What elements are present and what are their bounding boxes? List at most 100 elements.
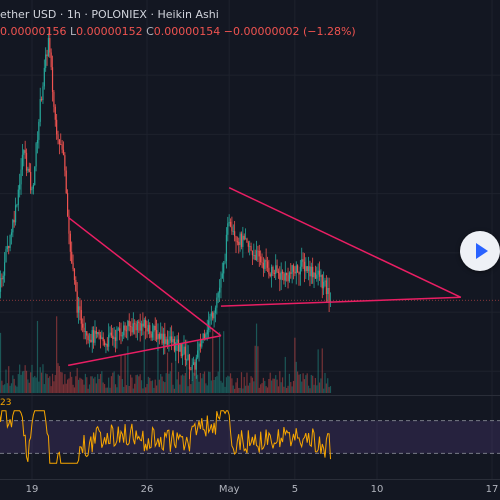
volume-bar xyxy=(302,373,304,393)
volume-bar xyxy=(10,383,13,393)
volume-bar xyxy=(290,382,292,393)
play-button[interactable] xyxy=(460,231,500,271)
volume-bar xyxy=(172,384,174,393)
volume-bar xyxy=(1,380,3,393)
candle-body xyxy=(69,233,71,252)
candle-body xyxy=(310,266,312,277)
volume-bar xyxy=(303,379,306,393)
volume-bar xyxy=(242,388,244,393)
volume-bar xyxy=(176,379,178,393)
chart-style[interactable]: Heikin Ashi xyxy=(157,8,219,21)
candle-body xyxy=(88,339,91,341)
volume-bar xyxy=(56,316,58,393)
volume-bar xyxy=(301,381,303,393)
candle-body xyxy=(13,219,15,223)
volume-bar xyxy=(162,381,165,393)
volume-bar xyxy=(121,379,123,393)
candle-body xyxy=(218,287,221,293)
volume-bar xyxy=(19,364,21,393)
interval[interactable]: 1h xyxy=(66,8,81,21)
candle-body xyxy=(54,106,56,120)
candle-body xyxy=(121,335,123,337)
candle-body xyxy=(301,259,303,267)
volume-bar xyxy=(288,373,291,393)
candle-body xyxy=(286,272,288,276)
candle-body xyxy=(145,319,147,329)
volume-bar xyxy=(76,368,78,393)
volume-bar xyxy=(39,367,41,393)
x-tick-label: 26 xyxy=(140,484,154,495)
close-value: 0.00000154 xyxy=(153,25,221,38)
volume-bar xyxy=(150,381,152,393)
candle-body xyxy=(120,332,122,337)
trendlines[interactable] xyxy=(67,187,462,367)
candle-body xyxy=(138,321,140,323)
volume-bar xyxy=(229,373,232,393)
candle-body xyxy=(20,169,22,185)
volume-bar xyxy=(299,374,301,393)
trendline-triangle-1-upper[interactable] xyxy=(67,216,222,337)
candle-body xyxy=(21,154,24,170)
candle-body xyxy=(86,331,88,336)
candle-body xyxy=(287,275,289,282)
volume-bar xyxy=(291,386,293,393)
trendline-triangle-2-lower[interactable] xyxy=(220,296,461,307)
volume-bar xyxy=(249,382,251,393)
volume-bar xyxy=(277,386,280,393)
candle-body xyxy=(266,261,269,268)
symbol-name[interactable]: ether USD xyxy=(0,8,57,21)
candle-body xyxy=(75,280,77,292)
candle-body xyxy=(273,272,275,274)
volume-bar xyxy=(153,387,155,393)
volume-bar xyxy=(105,387,107,393)
candle-body xyxy=(40,99,43,101)
volume-bar xyxy=(258,387,260,393)
volume-bar xyxy=(36,320,39,393)
volume-bar xyxy=(177,371,180,393)
volume-bar xyxy=(93,378,95,393)
volume-bar xyxy=(14,385,17,393)
x-tick-label: 19 xyxy=(25,484,39,495)
candle-body xyxy=(110,332,113,336)
candle-body xyxy=(16,204,18,206)
candle-body xyxy=(32,184,34,189)
volume-bar xyxy=(287,385,289,393)
low-label: L xyxy=(69,25,77,38)
volume-bar xyxy=(155,385,158,393)
volume-bar xyxy=(171,362,173,393)
candle-body xyxy=(275,265,277,274)
candle-body xyxy=(220,278,222,288)
volume-bar xyxy=(253,381,255,393)
candle-body xyxy=(97,332,99,334)
volume-bar xyxy=(157,346,159,393)
candle-body xyxy=(284,272,286,281)
volume-bar xyxy=(260,384,262,393)
volume-bar xyxy=(257,346,259,393)
candle-body xyxy=(175,342,177,351)
volume-bar xyxy=(45,373,47,393)
volume-bar xyxy=(114,384,117,393)
volume-bars xyxy=(0,316,332,393)
candle-body xyxy=(112,335,114,339)
volume-bar xyxy=(91,376,93,393)
volume-bar xyxy=(244,385,247,393)
volume-bar xyxy=(275,375,277,393)
candle-body xyxy=(246,238,248,243)
volume-bar xyxy=(294,337,296,393)
volume-bar xyxy=(34,375,36,393)
candle-body xyxy=(283,273,285,281)
volume-bar xyxy=(124,353,126,393)
volume-bar xyxy=(327,378,329,393)
volume-bar xyxy=(13,378,15,393)
open-value: 0.00000156 xyxy=(0,25,67,38)
candle-body xyxy=(191,364,193,370)
volume-bar xyxy=(80,378,82,393)
trendline-triangle-2-upper[interactable] xyxy=(228,187,462,298)
candle-body xyxy=(90,339,92,343)
trendline-triangle-1-lower[interactable] xyxy=(68,335,222,367)
volume-bar xyxy=(321,348,323,393)
volume-bar xyxy=(77,379,80,393)
candle-body xyxy=(297,265,299,273)
candle-body xyxy=(116,329,118,341)
